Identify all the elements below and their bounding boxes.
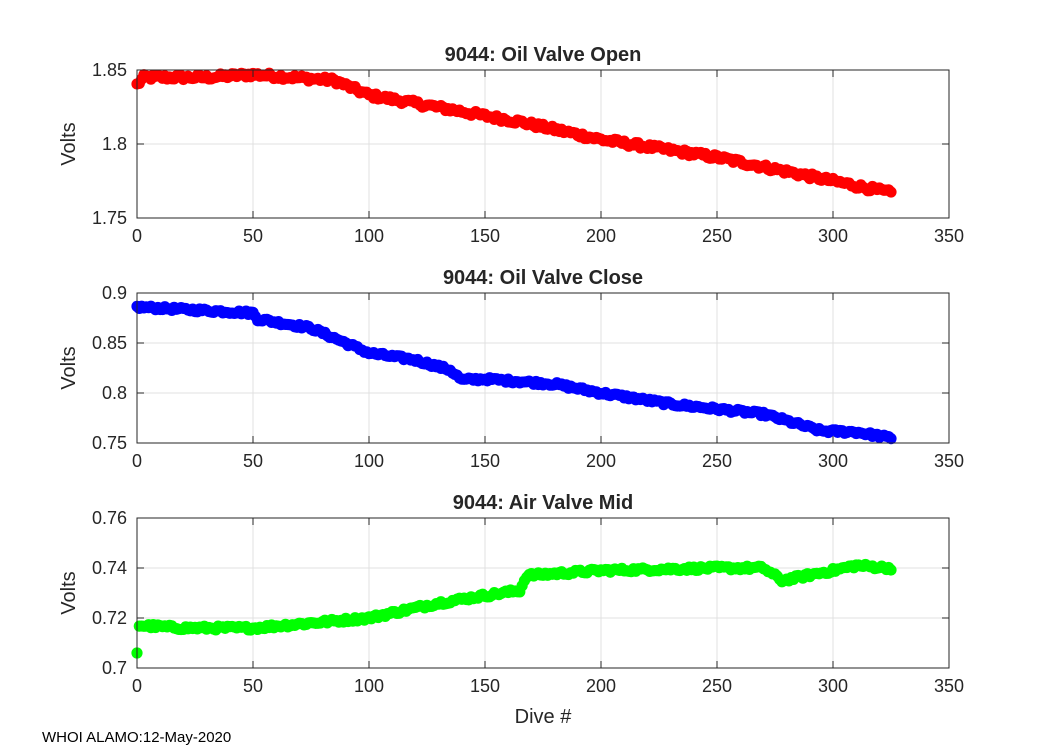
x-tick-label: 200 xyxy=(586,451,616,471)
axes-frame xyxy=(136,292,950,444)
panel-oil-valve-open: 0 50 100 150 200 250 300 350 1.75 1.8 1.85 9044: O… xyxy=(58,44,964,246)
x-tick-label: 150 xyxy=(470,676,500,696)
x-tick-label: 300 xyxy=(818,226,848,246)
x-axis-label: Dive # xyxy=(515,706,573,728)
y-tick-label: 0.8 xyxy=(102,383,127,403)
x-tick-label: 350 xyxy=(934,676,964,696)
data-point xyxy=(885,564,897,576)
y-axis-label-air-valve-mid: Volts xyxy=(58,571,80,614)
x-tick-label: 0 xyxy=(132,226,142,246)
ticks: 0 50 100 150 200 250 300 350 0.75 0.8 0.85 0.9 xyxy=(92,283,964,471)
x-tick-label: 0 xyxy=(132,451,142,471)
x-tick-label: 50 xyxy=(243,226,263,246)
x-tick-label: 350 xyxy=(934,226,964,246)
series-air-valve-mid xyxy=(131,558,897,659)
panel-oil-valve-close: 0 50 100 150 200 250 300 350 0.75 0.8 0.85 0.9 9044… xyxy=(58,267,964,471)
y-tick-label: 1.8 xyxy=(102,134,127,154)
y-tick-label: 0.85 xyxy=(92,333,127,353)
panel-air-valve-mid: 0 50 100 150 200 250 300 350 0.7 0.72 0.74 0.76 904… xyxy=(58,492,964,696)
axes-frame xyxy=(136,517,950,669)
y-tick-label: 0.7 xyxy=(102,658,127,678)
x-tick-label: 200 xyxy=(586,676,616,696)
series-oil-valve-close xyxy=(131,300,897,445)
y-tick-label: 0.72 xyxy=(92,608,127,628)
x-tick-label: 150 xyxy=(470,451,500,471)
y-tick-label: 0.76 xyxy=(92,508,127,528)
x-tick-label: 0 xyxy=(132,676,142,696)
x-tick-label: 100 xyxy=(354,226,384,246)
x-tick-label: 250 xyxy=(702,226,732,246)
x-tick-label: 250 xyxy=(702,676,732,696)
x-tick-label: 200 xyxy=(586,226,616,246)
y-tick-label: 0.75 xyxy=(92,433,127,453)
chart-title-oil-valve-close: 9044: Oil Valve Close xyxy=(443,267,643,289)
x-tick-label: 150 xyxy=(470,226,500,246)
series-oil-valve-open xyxy=(131,67,897,198)
y-axis-label-oil-valve-open: Volts xyxy=(58,122,80,165)
x-tick-label: 50 xyxy=(243,451,263,471)
footer-credit: WHOI ALAMO:12-May-2020 xyxy=(42,729,231,746)
data-point xyxy=(885,186,897,198)
ticks: 0 50 100 150 200 250 300 350 1.75 1.8 1.85 xyxy=(92,60,964,246)
x-tick-label: 350 xyxy=(934,451,964,471)
y-tick-label: 1.85 xyxy=(92,60,127,80)
chart-title-air-valve-mid: 9044: Air Valve Mid xyxy=(453,492,633,514)
y-tick-label: 1.75 xyxy=(92,208,127,228)
plot-area-air-valve-mid xyxy=(137,518,949,668)
x-tick-label: 100 xyxy=(354,451,384,471)
x-tick-label: 300 xyxy=(818,451,848,471)
grid-lines xyxy=(137,518,949,668)
x-tick-label: 300 xyxy=(818,676,848,696)
chart-title-oil-valve-open: 9044: Oil Valve Open xyxy=(445,44,642,66)
grid-lines xyxy=(137,70,949,218)
x-tick-label: 250 xyxy=(702,451,732,471)
x-tick-label: 50 xyxy=(243,676,263,696)
y-tick-label: 0.74 xyxy=(92,558,127,578)
y-axis-label-oil-valve-close: Volts xyxy=(58,346,80,389)
x-tick-label: 100 xyxy=(354,676,384,696)
data-point xyxy=(885,433,897,445)
y-tick-label: 0.9 xyxy=(102,283,127,303)
ticks: 0 50 100 150 200 250 300 350 0.7 0.72 0.74 0.76 xyxy=(92,508,964,696)
